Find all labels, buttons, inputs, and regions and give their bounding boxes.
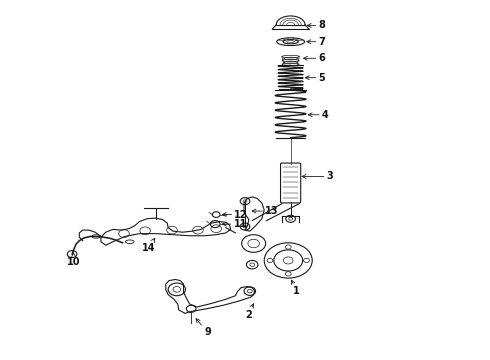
- Text: 2: 2: [245, 304, 254, 320]
- Text: 13: 13: [252, 206, 279, 216]
- Text: 3: 3: [302, 171, 333, 181]
- Text: 10: 10: [67, 253, 81, 267]
- Text: 6: 6: [303, 53, 325, 63]
- Text: 11: 11: [222, 219, 247, 229]
- Text: 8: 8: [307, 21, 325, 31]
- Text: 1: 1: [292, 280, 300, 296]
- FancyBboxPatch shape: [281, 163, 301, 203]
- Text: 4: 4: [308, 110, 329, 120]
- Text: 5: 5: [305, 73, 325, 83]
- Text: 9: 9: [196, 319, 211, 337]
- Text: 12: 12: [222, 210, 248, 220]
- Text: 7: 7: [307, 37, 325, 47]
- Text: 14: 14: [142, 238, 155, 253]
